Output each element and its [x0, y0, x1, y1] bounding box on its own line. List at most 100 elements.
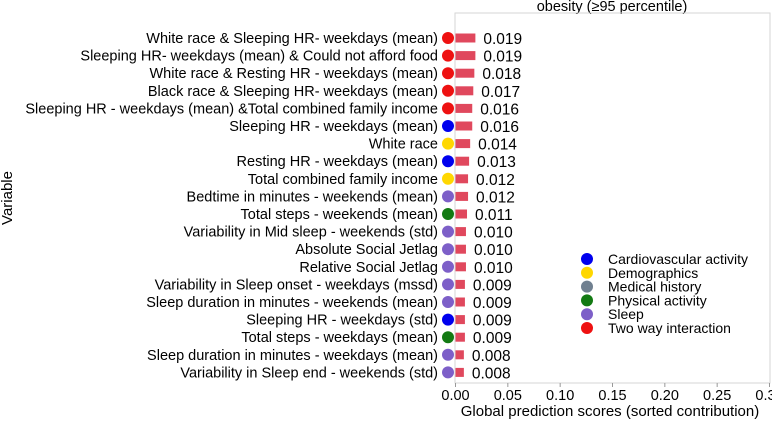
value-label: 0.009: [473, 295, 512, 312]
category-label: Sleep duration in minutes - weekends (me…: [146, 295, 438, 311]
x-axis-ticks: 0.00 0.05 0.10 0.15 0.20 0.25 0.30: [441, 383, 772, 404]
category-label: Variability in Mid sleep - weekends (std…: [184, 225, 438, 241]
value-label: 0.019: [483, 31, 522, 48]
legend: Cardiovascular activityDemographicsMedic…: [581, 251, 748, 336]
x-tick-label: 0.30: [755, 388, 772, 404]
value-label: 0.009: [473, 277, 512, 294]
bar: [455, 279, 465, 289]
bar: [455, 68, 475, 78]
group-marker: [442, 137, 454, 150]
category-label: Sleeping HR - weekdays (mean) &Total com…: [25, 101, 438, 117]
category-label: White race & Sleeping HR- weekdays (mean…: [146, 31, 438, 47]
legend-label: Physical activity: [608, 292, 707, 308]
legend-marker: [581, 266, 593, 279]
category-label: Sleeping HR - weekdays (std): [246, 313, 438, 329]
x-tick-label: 0.10: [546, 388, 574, 404]
value-label: 0.013: [477, 154, 516, 171]
value-label: 0.011: [475, 207, 513, 224]
bar-rows: White race & Sleeping HR- weekdays (mean…: [25, 31, 522, 382]
x-tick-label: 0.15: [598, 388, 626, 404]
x-axis-title: Global prediction scores (sorted contrib…: [461, 403, 759, 420]
group-marker: [442, 313, 454, 326]
bar: [455, 103, 473, 113]
legend-marker: [581, 322, 593, 334]
category-label: Bedtime in minutes - weekends (mean): [187, 189, 438, 205]
category-label: Variability in Sleep onset - weekdays (m…: [155, 277, 438, 293]
bar: [455, 139, 471, 149]
bar: [455, 297, 465, 307]
x-tick-label: 0.25: [703, 388, 731, 404]
category-label: Sleeping HR - weekdays (mean): [229, 119, 438, 135]
legend-marker: [581, 253, 593, 265]
x-tick-label: 0.00: [441, 388, 469, 404]
value-label: 0.014: [478, 137, 517, 154]
bar: [455, 209, 468, 219]
legend-label: Two way interaction: [608, 320, 731, 336]
value-label: 0.019: [483, 49, 522, 66]
group-marker: [442, 225, 454, 238]
value-label: 0.008: [472, 365, 511, 382]
category-label: Sleeping HR- weekdays (mean) & Could not…: [80, 49, 438, 65]
value-label: 0.008: [472, 348, 511, 365]
value-label: 0.017: [481, 84, 520, 101]
group-marker: [442, 120, 454, 132]
legend-label: Cardiovascular activity: [608, 251, 748, 267]
bar: [455, 86, 474, 96]
category-label: Total combined family income: [248, 172, 438, 188]
bar: [455, 262, 466, 272]
bar: [455, 367, 464, 377]
value-label: 0.012: [476, 189, 515, 206]
bar: [455, 51, 476, 61]
group-marker: [442, 208, 454, 220]
bar: [455, 33, 476, 43]
category-label: Absolute Social Jetlag: [295, 242, 438, 258]
bar: [455, 315, 465, 325]
bar: [455, 332, 465, 342]
group-marker: [442, 172, 454, 185]
group-marker: [442, 278, 454, 291]
category-label: Resting HR - weekdays (mean): [237, 154, 438, 170]
bar: [455, 156, 470, 166]
value-label: 0.010: [474, 225, 513, 242]
group-marker: [442, 296, 454, 308]
group-marker: [442, 348, 454, 361]
group-marker: [442, 331, 454, 344]
bar: [455, 121, 473, 131]
category-label: Relative Social Jetlag: [299, 260, 438, 276]
chart-title: obesity (≥95 percentile): [537, 0, 688, 15]
legend-label: Sleep: [608, 306, 644, 322]
legend-label: Demographics: [608, 265, 698, 281]
category-label: Variability in Sleep end - weekends (std…: [180, 365, 438, 381]
bar: [455, 191, 469, 201]
value-label: 0.018: [482, 66, 521, 83]
value-label: 0.016: [480, 119, 519, 136]
bar: [455, 174, 469, 184]
legend-marker: [581, 308, 593, 321]
y-axis-title: Variable: [0, 171, 16, 225]
category-label: Black race & Sleeping HR- weekdays (mean…: [148, 84, 438, 100]
category-label: Sleep duration in minutes - weekdays (me…: [147, 348, 438, 364]
value-label: 0.016: [480, 101, 519, 118]
category-label: Total steps - weekends (mean): [241, 207, 438, 223]
value-label: 0.009: [473, 313, 512, 330]
legend-marker: [581, 280, 593, 293]
value-label: 0.010: [474, 242, 513, 259]
group-marker: [442, 155, 454, 168]
group-marker: [442, 84, 454, 97]
group-marker: [442, 243, 454, 256]
bar: [455, 227, 466, 237]
group-marker: [442, 32, 454, 44]
value-label: 0.009: [473, 330, 512, 347]
x-tick-label: 0.20: [651, 388, 679, 404]
group-marker: [442, 102, 454, 115]
legend-marker: [581, 294, 593, 307]
bar: [455, 244, 466, 254]
group-marker: [442, 260, 454, 273]
category-label: White race & Resting HR - weekdays (mean…: [150, 66, 439, 82]
category-label: White race: [369, 137, 438, 153]
value-label: 0.012: [476, 172, 515, 189]
x-tick-label: 0.05: [494, 388, 522, 404]
value-label: 0.010: [474, 260, 513, 277]
group-marker: [442, 67, 454, 80]
